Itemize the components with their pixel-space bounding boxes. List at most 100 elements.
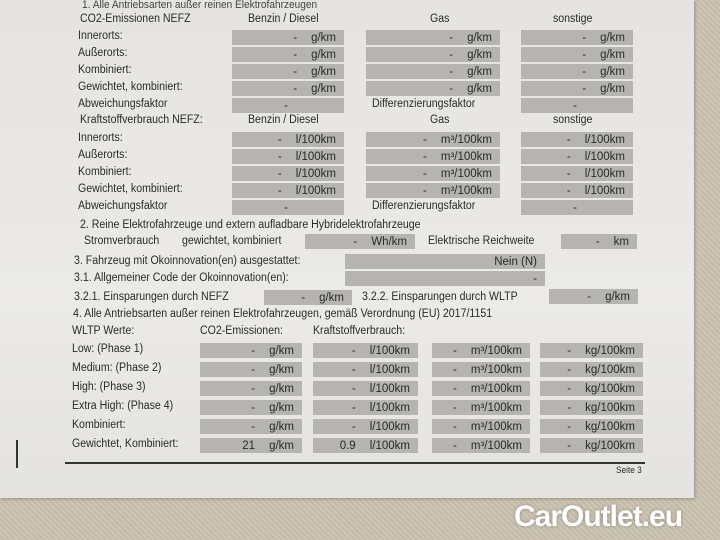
co2-row-label: Gewichtet, kombiniert:	[78, 81, 183, 93]
fuel-value-field: - l/100km	[521, 166, 633, 181]
field-value: -	[566, 184, 571, 197]
co2-value-field: - g/km	[232, 64, 344, 79]
wltp-value-field: - l/100km	[313, 343, 418, 358]
field-unit: m³/100km	[440, 184, 492, 197]
co2-differenz-label: Differenzierungsfaktor	[372, 98, 476, 110]
co2-header: CO2-Emissionen NEFZ	[80, 13, 191, 25]
field-unit: g/km	[311, 31, 336, 44]
fuel-column-header: sonstige	[553, 114, 593, 126]
field-unit: g/km	[269, 382, 294, 395]
field-unit: g/km	[269, 401, 294, 414]
field-value: -	[453, 420, 457, 433]
field-unit: g/km	[600, 82, 625, 95]
field-value: -	[284, 99, 288, 112]
field-unit: m³/100km	[470, 382, 522, 395]
oeko-field: Nein (N)	[345, 254, 545, 269]
field-unit: g/km	[269, 439, 294, 452]
field-unit: g/km	[269, 420, 294, 433]
co2-value-field: - g/km	[521, 64, 633, 79]
wltp-row-label: Medium: (Phase 2)	[72, 362, 162, 374]
co2-value-field: - g/km	[366, 47, 500, 62]
co2-abweichung-field: -	[232, 98, 344, 113]
field-unit: g/km	[600, 48, 625, 61]
wltp-value-field: - kg/100km	[540, 343, 643, 358]
field-value: -	[582, 82, 587, 95]
wltp-value-field: - m³/100km	[432, 400, 530, 415]
reichweite-field: - km	[561, 234, 637, 249]
oeko-code-field: -	[345, 271, 545, 286]
footer-rule	[65, 462, 645, 464]
fuel-row-label: Innerorts:	[78, 132, 123, 144]
field-unit: g/km	[311, 48, 336, 61]
field-value: -	[566, 150, 571, 163]
field-value: -	[351, 382, 356, 395]
wltp-header-label: WLTP Werte:	[72, 325, 135, 337]
co2-value-field: - g/km	[521, 30, 633, 45]
co2-value-field: - g/km	[366, 64, 500, 79]
fuel-value-field: - l/100km	[521, 183, 633, 198]
field-value: -	[277, 150, 282, 163]
wltp-value-field: - l/100km	[313, 362, 418, 377]
wltp-savings-label: 3.2.2. Einsparungen durch WLTP	[362, 291, 518, 303]
field-unit: g/km	[311, 82, 336, 95]
field-value: -	[277, 184, 282, 197]
field-unit: l/100km	[369, 420, 410, 433]
strom-field: - Wh/km	[305, 234, 415, 249]
fuel-column-header: Benzin / Diesel	[248, 114, 319, 126]
fuel-value-field: - l/100km	[232, 183, 344, 198]
fuel-value-field: - m³/100km	[366, 183, 500, 198]
fuel-differenz-label: Differenzierungsfaktor	[372, 200, 476, 212]
field-unit: kg/100km	[585, 439, 635, 452]
field-unit: l/100km	[584, 133, 625, 146]
reichweite-label: Elektrische Reichweite	[428, 235, 535, 247]
field-value: -	[453, 344, 457, 357]
strom-label: Stromverbrauch	[84, 235, 160, 247]
field-value: -	[251, 344, 256, 357]
wltp-value-field: - kg/100km	[540, 362, 643, 377]
fuel-abweichung-label: Abweichungsfaktor	[78, 200, 168, 212]
fuel-header: Kraftstoffverbrauch NEFZ:	[80, 114, 203, 126]
nefz-savings-label: 3.2.1. Einsparungen durch NEFZ	[74, 291, 229, 303]
wltp-value-field: - g/km	[200, 343, 302, 358]
wltp-value-field: - kg/100km	[540, 400, 643, 415]
co2-value-field: - g/km	[366, 81, 500, 96]
field-value: 21	[242, 439, 256, 452]
fuel-row-label: Gewichtet, kombiniert:	[78, 183, 183, 195]
wltp-value-field: - g/km	[200, 381, 302, 396]
field-value: -	[251, 401, 256, 414]
field-unit: m³/100km	[440, 133, 492, 146]
wltp-row-label: Low: (Phase 1)	[72, 343, 144, 355]
field-value: -	[351, 401, 356, 414]
field-unit: l/100km	[369, 439, 410, 452]
field-value: -	[449, 31, 454, 44]
field-value: -	[573, 99, 577, 112]
strom-sub-label: gewichtet, kombiniert	[182, 235, 282, 247]
wltp-value-field: - kg/100km	[540, 381, 643, 396]
field-unit: g/km	[467, 65, 492, 78]
co2-value-field: - g/km	[366, 30, 500, 45]
wltp-row-label: High: (Phase 3)	[72, 381, 146, 393]
fuel-value-field: - l/100km	[232, 166, 344, 181]
field-unit: m³/100km	[470, 420, 522, 433]
field-value: -	[566, 133, 571, 146]
field-value: -	[423, 150, 427, 163]
co2-row-label: Kombiniert:	[78, 64, 132, 76]
field-value: -	[567, 382, 572, 395]
field-value: -	[277, 133, 282, 146]
co2-abweichung-label: Abweichungsfaktor	[78, 98, 168, 110]
wltp-value-field: - kg/100km	[540, 419, 643, 434]
field-value: -	[351, 344, 356, 357]
field-unit: kg/100km	[585, 382, 635, 395]
field-value: -	[453, 382, 457, 395]
field-unit: g/km	[467, 82, 492, 95]
field-value: -	[567, 439, 572, 452]
oeko-label: 3. Fahrzeug mit Ökoinnovation(en) ausges…	[74, 255, 301, 267]
field-value: -	[449, 48, 454, 61]
document-page: 1. Alle Antriebsarten außer reinen Elekt…	[0, 0, 694, 498]
field-unit: kg/100km	[585, 344, 635, 357]
wltp-header-fuel: Kraftstoffverbrauch:	[313, 325, 406, 337]
field-unit: g/km	[467, 31, 492, 44]
wltp-row-label: Extra High: (Phase 4)	[72, 400, 174, 412]
wltp-value-field: - g/km	[200, 419, 302, 434]
field-value: -	[284, 201, 288, 214]
